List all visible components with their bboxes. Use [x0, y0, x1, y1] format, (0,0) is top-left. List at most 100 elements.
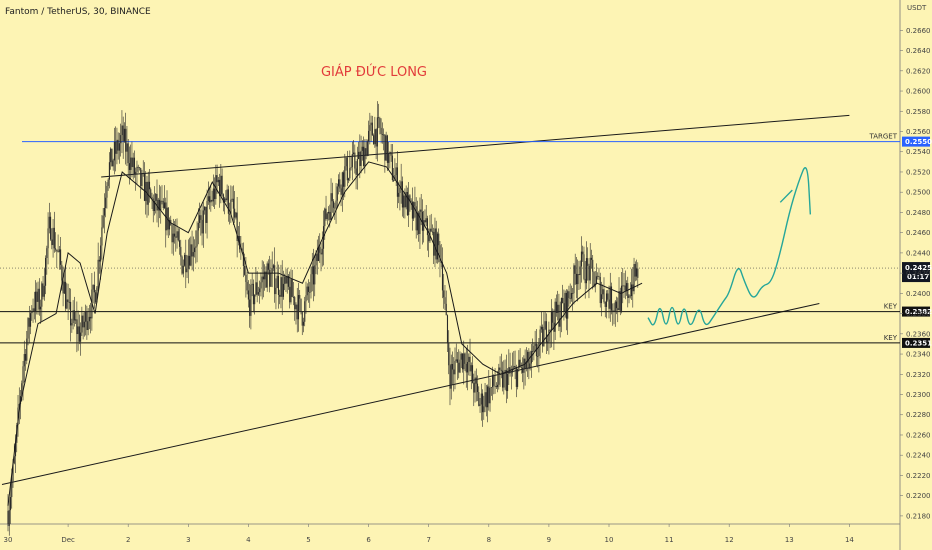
candle-body [439, 245, 441, 262]
author-watermark: GIÁP ĐỨC LONG [321, 64, 427, 80]
candle-body [368, 130, 370, 142]
candle-body [577, 273, 579, 285]
candle-body [334, 207, 336, 209]
candle-body [475, 377, 477, 384]
candle-body [523, 358, 525, 373]
candle-body [374, 129, 376, 145]
candle-body [194, 247, 196, 253]
candle-body [350, 167, 352, 169]
candle-body [87, 321, 89, 330]
candle-body [453, 369, 455, 375]
candle-body [138, 167, 141, 169]
candle-body [275, 287, 277, 295]
candle-body [83, 321, 85, 328]
candle-body [343, 172, 345, 187]
moving-average-layer [7, 161, 643, 506]
candle-body [545, 321, 547, 344]
candle-body [494, 385, 496, 387]
candle-body [593, 271, 595, 287]
candle-body [110, 148, 112, 163]
candle-body [319, 247, 321, 253]
candle-body [143, 173, 146, 201]
candle-body [340, 188, 342, 195]
candle-body [321, 248, 323, 255]
candle-body [284, 276, 286, 284]
candle-body [588, 265, 590, 281]
candle-body [305, 295, 307, 302]
candle-body [555, 301, 557, 313]
time-axis[interactable]: 30 Dec 2 3 4 5 6 7 8 9 10 11 12 13 14 [4, 524, 855, 544]
candle-body [181, 256, 183, 274]
price-tag-text: 0.2351 [905, 339, 932, 347]
candle-body [292, 296, 295, 298]
y-tick-label: 0.2300 [906, 391, 931, 399]
candle-body [106, 185, 108, 198]
candle-body [373, 135, 375, 145]
candle-body [212, 188, 214, 202]
candle-body [386, 135, 388, 163]
candle-body [348, 178, 350, 181]
candle-body [454, 360, 456, 375]
candle-body [332, 201, 335, 208]
y-tick-label: 0.2440 [906, 249, 931, 257]
candle-body [162, 200, 164, 209]
trend-line[interactable] [101, 114, 850, 178]
candle-body [52, 227, 54, 246]
candle-body [264, 271, 266, 280]
candle-body [63, 281, 65, 294]
candle-body [378, 117, 380, 119]
moving-average-line [7, 161, 643, 506]
candle-body [554, 301, 556, 332]
candle-body [312, 266, 315, 285]
candle-body [563, 303, 565, 312]
candle-body [136, 166, 138, 172]
candle-body [450, 363, 452, 389]
projection-path[interactable] [647, 167, 812, 326]
candle-body [398, 192, 400, 197]
candle-body [393, 180, 395, 181]
candle-body [37, 288, 39, 302]
projection-layer [647, 167, 812, 326]
candle-body [461, 353, 464, 370]
candle-body [460, 353, 462, 360]
candle-body [260, 282, 262, 289]
trend-line[interactable] [1, 302, 820, 486]
candle-body [336, 186, 338, 201]
candle-body [504, 369, 506, 372]
candle-body [244, 266, 246, 275]
price-axis[interactable]: 0.2180 0.2200 0.2220 0.2240 0.2260 0.2280 0.23… [900, 27, 931, 521]
candle-body [276, 275, 278, 288]
y-tick-label: 0.2460 [906, 229, 931, 237]
candle-body [532, 351, 534, 352]
x-tick-label: 7 [426, 536, 430, 544]
candle-body [205, 206, 207, 223]
candle-body [426, 218, 428, 236]
candle-body [232, 198, 234, 209]
candle-body [557, 304, 559, 313]
price-tag [902, 306, 930, 317]
candle-body [370, 122, 372, 126]
candle-body [341, 172, 343, 195]
candle-body [57, 251, 59, 253]
candle-body [518, 359, 520, 369]
candle-body [466, 361, 469, 373]
candle-body [619, 291, 621, 311]
candle-body [534, 343, 536, 346]
candle-body [254, 294, 256, 305]
candle-body [613, 310, 615, 312]
candle-body [414, 202, 416, 207]
candle-body [140, 168, 142, 187]
candle-body [353, 152, 355, 155]
candle-body [58, 249, 60, 253]
candle-body [142, 172, 144, 174]
candle-body [364, 148, 366, 167]
candle-body [158, 199, 161, 211]
candle-body [183, 254, 186, 266]
candle-body [358, 151, 360, 160]
candle-body [128, 163, 131, 170]
candle-body [572, 293, 574, 294]
candle-body [88, 316, 90, 322]
candle-body [430, 228, 432, 232]
candle-body [61, 264, 63, 281]
